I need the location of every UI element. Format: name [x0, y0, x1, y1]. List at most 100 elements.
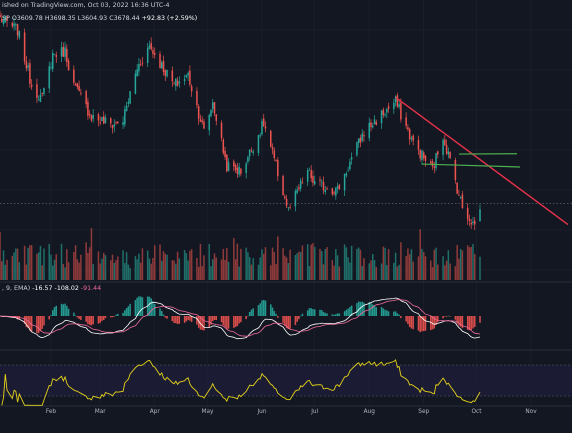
candle-body [447, 151, 450, 155]
volume-bar [454, 266, 457, 280]
volume-bar [134, 256, 137, 280]
macd-histogram-bar [368, 302, 370, 316]
macd-signal-line [0, 299, 481, 337]
rsi-band [0, 365, 572, 396]
volume-bar [0, 231, 1, 280]
volume-bar [335, 249, 337, 280]
volume-bar [277, 236, 279, 280]
candle-body [433, 166, 436, 168]
candle-body [320, 181, 323, 183]
volume-bar [347, 257, 349, 280]
candle-body [294, 191, 297, 207]
volume-bar [357, 247, 360, 280]
macd-params: , 9, EMA) [2, 285, 31, 292]
macd-histogram-bar [190, 316, 193, 322]
candle-body [387, 106, 390, 109]
x-tick-label-oct: Oct [471, 409, 482, 415]
candle-body [50, 67, 52, 68]
volume-bar [164, 253, 167, 280]
macd-histogram-bar [73, 312, 75, 316]
macd-histogram-bar [375, 307, 378, 316]
volume-bar [113, 262, 116, 280]
candle-body [110, 118, 112, 124]
candle-body [37, 99, 40, 101]
macd-histogram-bar [122, 312, 124, 316]
macd-histogram-bar [183, 316, 186, 323]
macd-histogram-bar [349, 306, 351, 316]
candle-body [368, 122, 370, 139]
macd-histogram-bar [273, 311, 276, 316]
volume-bar [479, 256, 481, 280]
macd-histogram-bar [449, 316, 451, 317]
volume-bar [125, 252, 128, 280]
candle-body [136, 69, 138, 76]
volume-bar [356, 248, 358, 280]
candle-body [336, 186, 339, 189]
volume-bar [173, 260, 175, 280]
macd-histogram-bar [264, 300, 267, 316]
x-tick-label-sep: Sep [418, 409, 429, 415]
candle-body [322, 182, 325, 191]
volume-bar [371, 253, 374, 280]
candle-body [472, 221, 474, 223]
volume-bar [238, 266, 240, 280]
candle-body [80, 92, 82, 94]
candle-body [282, 176, 284, 196]
volume-bar [419, 229, 421, 280]
candle-body [349, 161, 351, 170]
candle-body [62, 46, 65, 57]
candle-body [233, 161, 235, 167]
candle-body [127, 102, 130, 104]
volume-bar [11, 255, 14, 280]
symbol-prefix: SP [2, 15, 10, 22]
macd-histogram-bar [435, 316, 437, 326]
volume-bar [382, 246, 385, 280]
candle-body [459, 196, 462, 198]
macd-histogram-bar [252, 308, 254, 316]
candle-body [422, 152, 425, 159]
x-tick-label-may: May [201, 409, 214, 415]
volume-bar [175, 263, 177, 280]
volume-bar [301, 245, 304, 280]
macd-histogram-bar [262, 299, 265, 316]
volume-bar [405, 256, 407, 280]
macd-histogram-bar [67, 308, 70, 316]
volume-bar [201, 266, 203, 280]
low-value: L3604.93 [77, 15, 108, 22]
volume-bar [48, 243, 50, 280]
volume-bar [88, 247, 91, 280]
volume-bar [224, 259, 226, 280]
macd-histogram-bar [331, 314, 334, 316]
macd-histogram-bar [271, 307, 274, 316]
macd-histogram-bar [115, 314, 117, 316]
macd-histogram-bar [99, 316, 101, 323]
macd-histogram-bar [248, 311, 251, 316]
macd-histogram-bar [479, 316, 481, 323]
macd-histogram-bar [134, 300, 137, 316]
volume-bar [444, 265, 446, 280]
volume-bar [264, 247, 267, 280]
volume-bar [449, 263, 451, 280]
volume-bar [210, 266, 212, 280]
candle-body [419, 150, 421, 159]
candle-body [398, 104, 400, 107]
macd-histogram-bar [322, 311, 325, 316]
candle-body [90, 115, 93, 121]
candle-body [53, 53, 56, 55]
macd-histogram-bar [227, 316, 230, 329]
candle-body [222, 139, 225, 153]
macd-histogram-bar [43, 316, 45, 326]
volume-bar [343, 244, 346, 280]
volume-bar [421, 248, 423, 280]
candle-body [458, 195, 460, 196]
volume-bar [312, 243, 314, 280]
candle-body [454, 159, 457, 181]
volume-bar [39, 245, 42, 280]
volume-bar [51, 265, 54, 280]
candle-body [394, 96, 397, 103]
macd-histogram-bar [306, 310, 309, 316]
volume-bar [247, 252, 249, 280]
volume-bar [166, 254, 168, 280]
macd-histogram-bar [234, 316, 237, 327]
